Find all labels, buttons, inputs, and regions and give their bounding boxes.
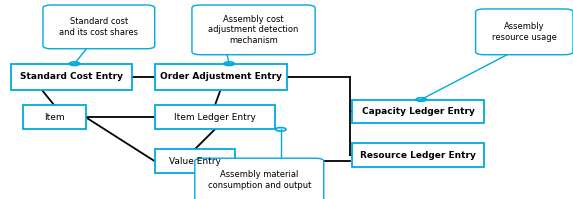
FancyBboxPatch shape — [192, 5, 315, 55]
FancyBboxPatch shape — [155, 149, 235, 173]
Text: Value Entry: Value Entry — [169, 157, 221, 166]
Text: Capacity Ledger Entry: Capacity Ledger Entry — [362, 107, 474, 116]
Text: Assembly material
consumption and output: Assembly material consumption and output — [207, 170, 311, 190]
FancyBboxPatch shape — [195, 158, 324, 199]
Text: Assembly cost
adjustment detection
mechanism: Assembly cost adjustment detection mecha… — [209, 15, 299, 45]
FancyBboxPatch shape — [352, 100, 484, 123]
Text: Order Adjustment Entry: Order Adjustment Entry — [160, 72, 281, 81]
FancyBboxPatch shape — [11, 64, 132, 90]
FancyBboxPatch shape — [352, 143, 484, 167]
FancyBboxPatch shape — [155, 105, 275, 129]
Text: Item: Item — [44, 113, 65, 122]
FancyBboxPatch shape — [476, 9, 573, 55]
FancyBboxPatch shape — [43, 5, 155, 49]
Text: Item Ledger Entry: Item Ledger Entry — [174, 113, 256, 122]
FancyBboxPatch shape — [155, 64, 286, 90]
Text: Resource Ledger Entry: Resource Ledger Entry — [360, 151, 476, 160]
FancyBboxPatch shape — [23, 105, 86, 129]
Text: Standard cost
and its cost shares: Standard cost and its cost shares — [60, 17, 138, 37]
Text: Assembly
resource usage: Assembly resource usage — [492, 22, 557, 42]
Text: Standard Cost Entry: Standard Cost Entry — [20, 72, 123, 81]
